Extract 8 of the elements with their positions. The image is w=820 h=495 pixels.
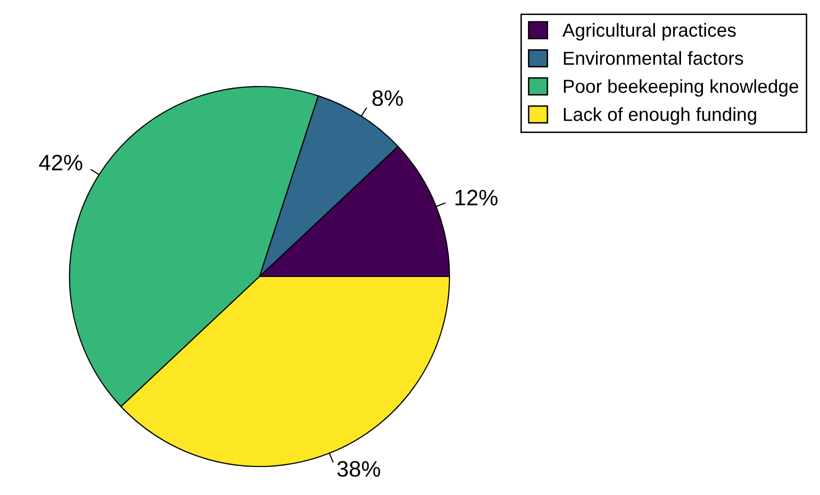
data-label: 8% [372, 90, 403, 106]
legend-label: Lack of enough funding [564, 107, 756, 125]
legend-label: Agricultural practices [562, 23, 736, 41]
data-label: 42% [39, 154, 82, 170]
legend-label: Environmental factors [564, 51, 744, 65]
data-label: 12% [456, 190, 498, 206]
legend-label: Poor beekeeping knowledge [564, 79, 798, 97]
data-label: 38% [337, 461, 380, 477]
